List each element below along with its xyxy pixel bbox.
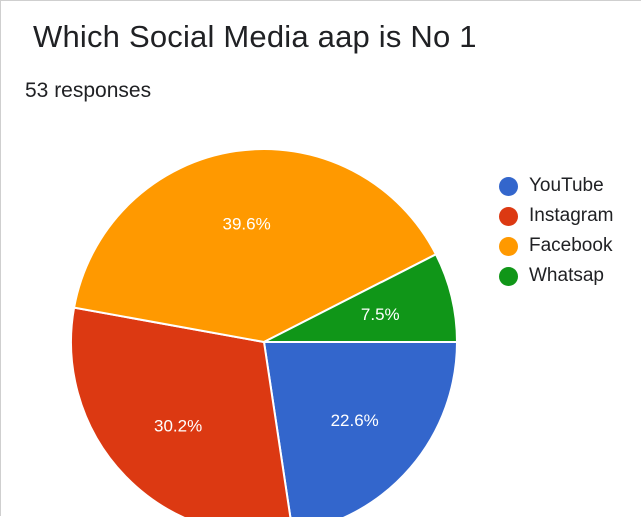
legend-item-instagram[interactable]: Instagram — [499, 201, 613, 231]
legend-item-youtube[interactable]: YouTube — [499, 171, 613, 201]
slice-label-facebook: 39.6% — [222, 215, 270, 234]
legend-label-whatsap: Whatsap — [529, 265, 604, 286]
legend-item-whatsap[interactable]: Whatsap — [499, 261, 613, 291]
chart-title: Which Social Media aap is No 1 — [33, 19, 477, 54]
slice-label-instagram: 30.2% — [154, 416, 202, 435]
slice-label-youtube: 22.6% — [331, 411, 379, 430]
legend-item-facebook[interactable]: Facebook — [499, 231, 613, 261]
chart-legend: YouTube Instagram Facebook Whatsap — [499, 171, 613, 291]
legend-swatch-instagram — [499, 206, 518, 226]
pie-slice-whatsap[interactable] — [263, 252, 459, 343]
slice-label-whatsap: 7.5% — [361, 305, 400, 324]
response-count: 53 responses — [25, 79, 152, 102]
legend-label-instagram: Instagram — [529, 205, 614, 226]
legend-swatch-facebook — [499, 236, 518, 256]
pie-slice-youtube[interactable] — [262, 341, 459, 517]
legend-label-youtube: YouTube — [529, 175, 604, 196]
legend-label-facebook: Facebook — [529, 235, 613, 256]
pie-slice-instagram[interactable] — [69, 306, 293, 517]
legend-swatch-whatsap — [499, 266, 518, 286]
pie-slice-facebook[interactable] — [72, 148, 438, 344]
legend-swatch-youtube — [499, 176, 518, 196]
